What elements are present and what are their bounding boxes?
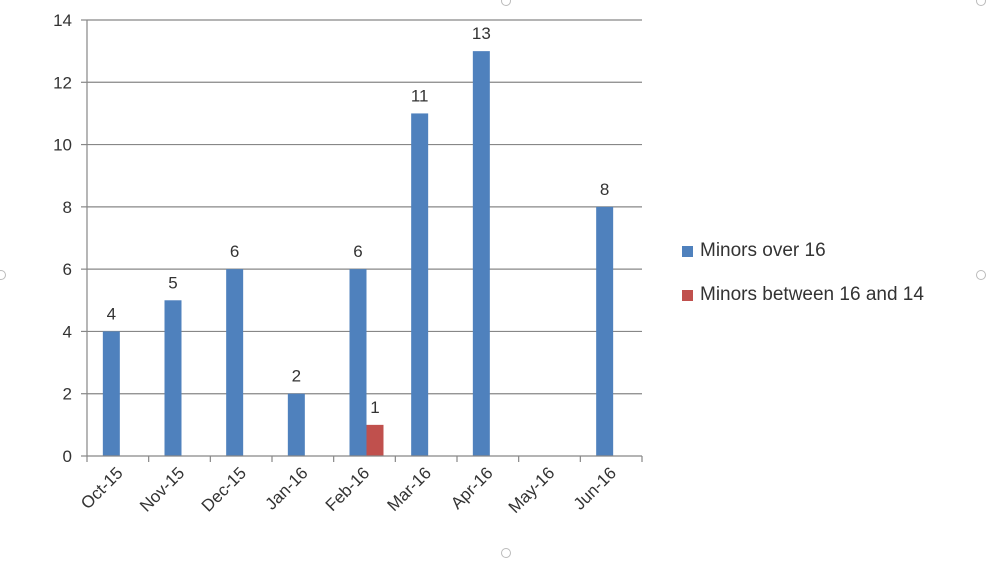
y-tick-label: 12: [53, 73, 72, 92]
data-label: 4: [107, 304, 116, 323]
legend-swatch-series-2: [682, 289, 693, 301]
x-tick-label: Jun-16: [570, 463, 620, 513]
bar-dec-15-series-1: [226, 269, 244, 456]
data-label: 6: [353, 242, 362, 261]
x-axis-ticks: Oct-15 Nov-15 Dec-15 Jan-16 Feb-16 Mar-16 Apr-…: [77, 456, 643, 517]
y-tick-label: 6: [63, 260, 72, 279]
data-label: 6: [230, 242, 239, 261]
y-tick-label: 14: [53, 11, 72, 30]
x-tick-label: Nov-15: [136, 463, 188, 515]
legend-item: Minors between 16 and 14: [682, 284, 924, 306]
data-label: 11: [411, 86, 429, 105]
x-tick-label: Jan-16: [261, 463, 311, 513]
y-tick-label: 10: [53, 136, 72, 155]
legend-label-series-2: Minors between 16 and 14: [700, 284, 924, 305]
legend-label-series-1: Minors over 16: [700, 240, 826, 261]
x-tick-label: Mar-16: [383, 463, 435, 515]
y-tick-label: 0: [63, 447, 72, 466]
x-tick-label: Oct-15: [77, 463, 127, 513]
bars: [102, 51, 614, 457]
resize-handle-middle-right[interactable]: [976, 270, 986, 280]
x-tick-label: Apr-16: [447, 463, 497, 513]
y-tick-label: 4: [63, 322, 72, 341]
legend-item: Minors over 16: [682, 240, 924, 262]
bar-feb-16-series-1: [349, 269, 367, 456]
y-tick-label: 8: [63, 198, 72, 217]
data-label: 1: [370, 398, 379, 417]
y-tick-label: 2: [63, 385, 72, 404]
resize-handle-top-center[interactable]: [501, 0, 511, 6]
x-tick-label: Feb-16: [322, 463, 374, 515]
bar-apr-16-series-1: [472, 51, 490, 457]
x-tick-label: May-16: [505, 463, 559, 517]
data-label: 2: [292, 367, 301, 386]
data-label: 13: [472, 24, 491, 43]
bar-mar-16-series-1: [411, 113, 429, 456]
data-labels: 4 5 6 2 6 11 13 8 1: [107, 24, 610, 417]
resize-handle-top-right[interactable]: [976, 0, 986, 6]
bar-jun-16-series-1: [596, 206, 614, 456]
legend-swatch-series-1: [682, 245, 693, 257]
data-label: 8: [600, 180, 609, 199]
bar-nov-15-series-1: [164, 300, 182, 456]
resize-handle-bottom-center[interactable]: [501, 548, 511, 558]
x-tick-label: Dec-15: [198, 463, 250, 515]
resize-handle-middle-left[interactable]: [0, 270, 6, 280]
bar-oct-15-series-1: [102, 331, 120, 456]
legend: Minors over 16 Minors between 16 and 14: [682, 240, 924, 328]
y-axis-ticks: 0 2 4 6 8 10 12 14: [53, 11, 87, 466]
bar-feb-16-series-2: [366, 424, 384, 456]
bar-jan-16-series-1: [287, 393, 305, 456]
data-label: 5: [168, 273, 177, 292]
